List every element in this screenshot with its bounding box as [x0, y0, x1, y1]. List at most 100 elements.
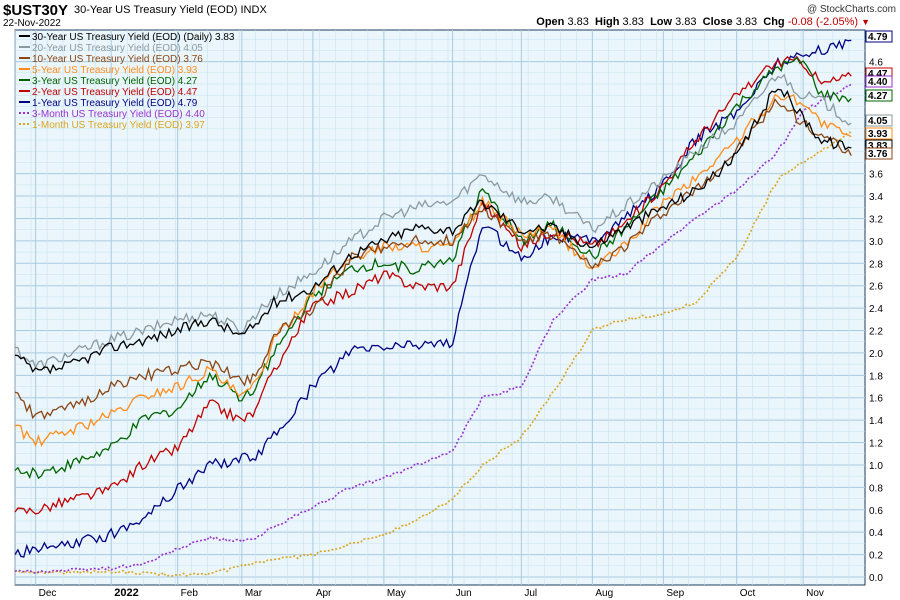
legend-label: 10-Year US Treasury Yield (EOD) 3.76 — [32, 54, 203, 65]
x-tick-label: 2022 — [114, 587, 138, 599]
chart-description: 30-Year US Treasury Yield (EOD) INDX — [74, 4, 267, 16]
close-value: 3.83 — [735, 16, 758, 28]
x-tick-label: Nov — [806, 588, 824, 599]
y-tick-label: 3.2 — [869, 214, 883, 225]
legend: 30-Year US Treasury Yield (EOD) (Daily) … — [19, 32, 235, 131]
y-tick-label: 3.0 — [869, 237, 883, 248]
price-label-box — [865, 127, 893, 140]
series-line-6 — [14, 55, 852, 515]
low-value: 3.83 — [675, 16, 697, 28]
chart-date: 22-Nov-2022 — [3, 18, 61, 29]
x-tick-label: Feb — [181, 588, 199, 599]
down-triangle-icon: ▼ — [861, 17, 870, 27]
low-label: Low — [650, 16, 673, 28]
price-label-text: 3.93 — [868, 129, 888, 140]
legend-label: 1-Year US Treasury Yield (EOD) 4.79 — [32, 98, 198, 109]
y-tick-label: 3.4 — [869, 192, 883, 203]
stockcharts-credit: @ StockCharts.com — [806, 4, 896, 15]
legend-entry-5: 3-Year US Treasury Yield (EOD) 4.27 — [19, 76, 198, 87]
x-tick-label: Sep — [666, 588, 684, 599]
price-label: 4.27 — [865, 89, 893, 102]
description-text: 30-Year US Treasury Yield (EOD) — [74, 4, 238, 16]
y-tick-label: 1.0 — [869, 461, 883, 472]
chg-label: Chg — [763, 16, 785, 28]
y-tick-label: 2.4 — [869, 304, 883, 315]
price-label-text: 3.76 — [868, 149, 888, 160]
chg-value: -0.08 (-2.05%) — [787, 16, 859, 28]
series-line-8 — [14, 83, 852, 574]
price-label: 4.05 — [865, 114, 893, 127]
grid — [14, 30, 865, 585]
price-label-box — [865, 114, 893, 127]
legend-entry-8: 3-Month US Treasury Yield (EOD) 4.40 — [19, 109, 205, 120]
series-line-5 — [14, 56, 852, 480]
price-label: 4.40 — [865, 75, 893, 88]
y-tick-label: 1.4 — [869, 416, 883, 427]
legend-entry-7: 1-Year US Treasury Yield (EOD) 4.79 — [19, 98, 198, 109]
legend-label: 2-Year US Treasury Yield (EOD) 4.47 — [32, 87, 198, 98]
x-axis: Dec 2022 Feb Mar Apr May Jun Jul Aug Sep Oct Nov — [39, 587, 824, 599]
chart-symbol: $UST30Y — [3, 2, 69, 19]
x-tick-label: Mar — [245, 588, 263, 599]
open-value: 3.83 — [567, 16, 589, 28]
y-tick-label: 2.6 — [869, 282, 883, 293]
open-label: Open — [536, 16, 565, 28]
price-label-text: 4.05 — [868, 116, 888, 127]
x-tick-label: Jul — [524, 588, 537, 599]
legend-entry-6: 2-Year US Treasury Yield (EOD) 4.47 — [19, 87, 198, 98]
legend-label: 1-Month US Treasury Yield (EOD) 3.97 — [32, 120, 205, 131]
high-label: High — [595, 16, 620, 28]
ohlc-readout: Open 3.83 High 3.83 Low 3.83 Close 3.83 … — [536, 16, 870, 28]
y-axis: 0.0 0.2 0.4 0.6 0.8 1.0 1.2 1.4 1.6 1.8 2.0 2.2 2.4 2… — [869, 58, 883, 584]
price-label-box — [865, 30, 893, 43]
legend-label: 30-Year US Treasury Yield (EOD) (Daily) … — [32, 32, 235, 43]
exchange-text: INDX — [240, 4, 267, 16]
price-label: 4.79 — [865, 30, 893, 43]
x-tick-label: Dec — [39, 588, 57, 599]
series-line-9 — [14, 131, 852, 577]
y-tick-label: 1.8 — [869, 371, 883, 382]
series-line-2 — [14, 73, 852, 371]
y-tick-label: 1.6 — [869, 394, 883, 405]
legend-entry-2: 20-Year US Treasury Yield (EOD) 4.05 — [19, 43, 203, 54]
plot-background — [14, 29, 866, 586]
y-tick-label: 0.6 — [869, 506, 883, 517]
price-label-box — [865, 147, 893, 160]
x-tick-label: May — [387, 588, 406, 599]
x-tick-label: Oct — [740, 588, 756, 599]
price-label-box — [865, 89, 893, 102]
x-tick-label: Jun — [456, 588, 472, 599]
price-label-text: 3.83 — [868, 141, 888, 152]
y-tick-label: 0.0 — [869, 573, 883, 584]
high-value: 3.83 — [622, 16, 644, 28]
y-tick-label: 2.8 — [869, 259, 883, 270]
legend-entry-4: 5-Year US Treasury Yield (EOD) 3.93 — [19, 65, 198, 76]
price-label-text: 4.79 — [868, 32, 888, 43]
legend-entry-3: 10-Year US Treasury Yield (EOD) 3.76 — [19, 54, 203, 65]
legend-entry-1: 30-Year US Treasury Yield (EOD) (Daily) … — [19, 32, 235, 43]
price-label: 3.93 — [865, 127, 893, 140]
y-tick-label: 2.0 — [869, 349, 883, 360]
series-lines — [14, 39, 852, 577]
series-line-3 — [14, 97, 852, 420]
price-label-text: 4.40 — [868, 77, 888, 88]
x-tick-label: Aug — [595, 588, 613, 599]
price-label-box — [865, 75, 893, 88]
price-labels: 4.79 4.474.40 4.27 4.05 3.933.833.76 — [865, 30, 893, 160]
legend-label: 3-Year US Treasury Yield (EOD) 4.27 — [32, 76, 198, 87]
legend-label: 5-Year US Treasury Yield (EOD) 3.93 — [32, 65, 198, 76]
close-label: Close — [702, 16, 733, 28]
x-tick-label: Apr — [316, 588, 332, 599]
legend-label: 20-Year US Treasury Yield (EOD) 4.05 — [32, 43, 203, 54]
y-tick-label: 0.2 — [869, 551, 883, 562]
price-label-text: 4.27 — [868, 91, 888, 102]
legend-entry-9: 1-Month US Treasury Yield (EOD) 3.97 — [19, 120, 205, 131]
series-line-1 — [14, 88, 852, 375]
y-tick-label: 0.8 — [869, 483, 883, 494]
y-tick-label: 2.2 — [869, 327, 883, 338]
y-tick-label: 4.6 — [869, 58, 883, 69]
price-label-text: 4.47 — [868, 69, 888, 80]
series-line-7 — [14, 39, 852, 558]
legend-label: 3-Month US Treasury Yield (EOD) 4.40 — [32, 109, 205, 120]
